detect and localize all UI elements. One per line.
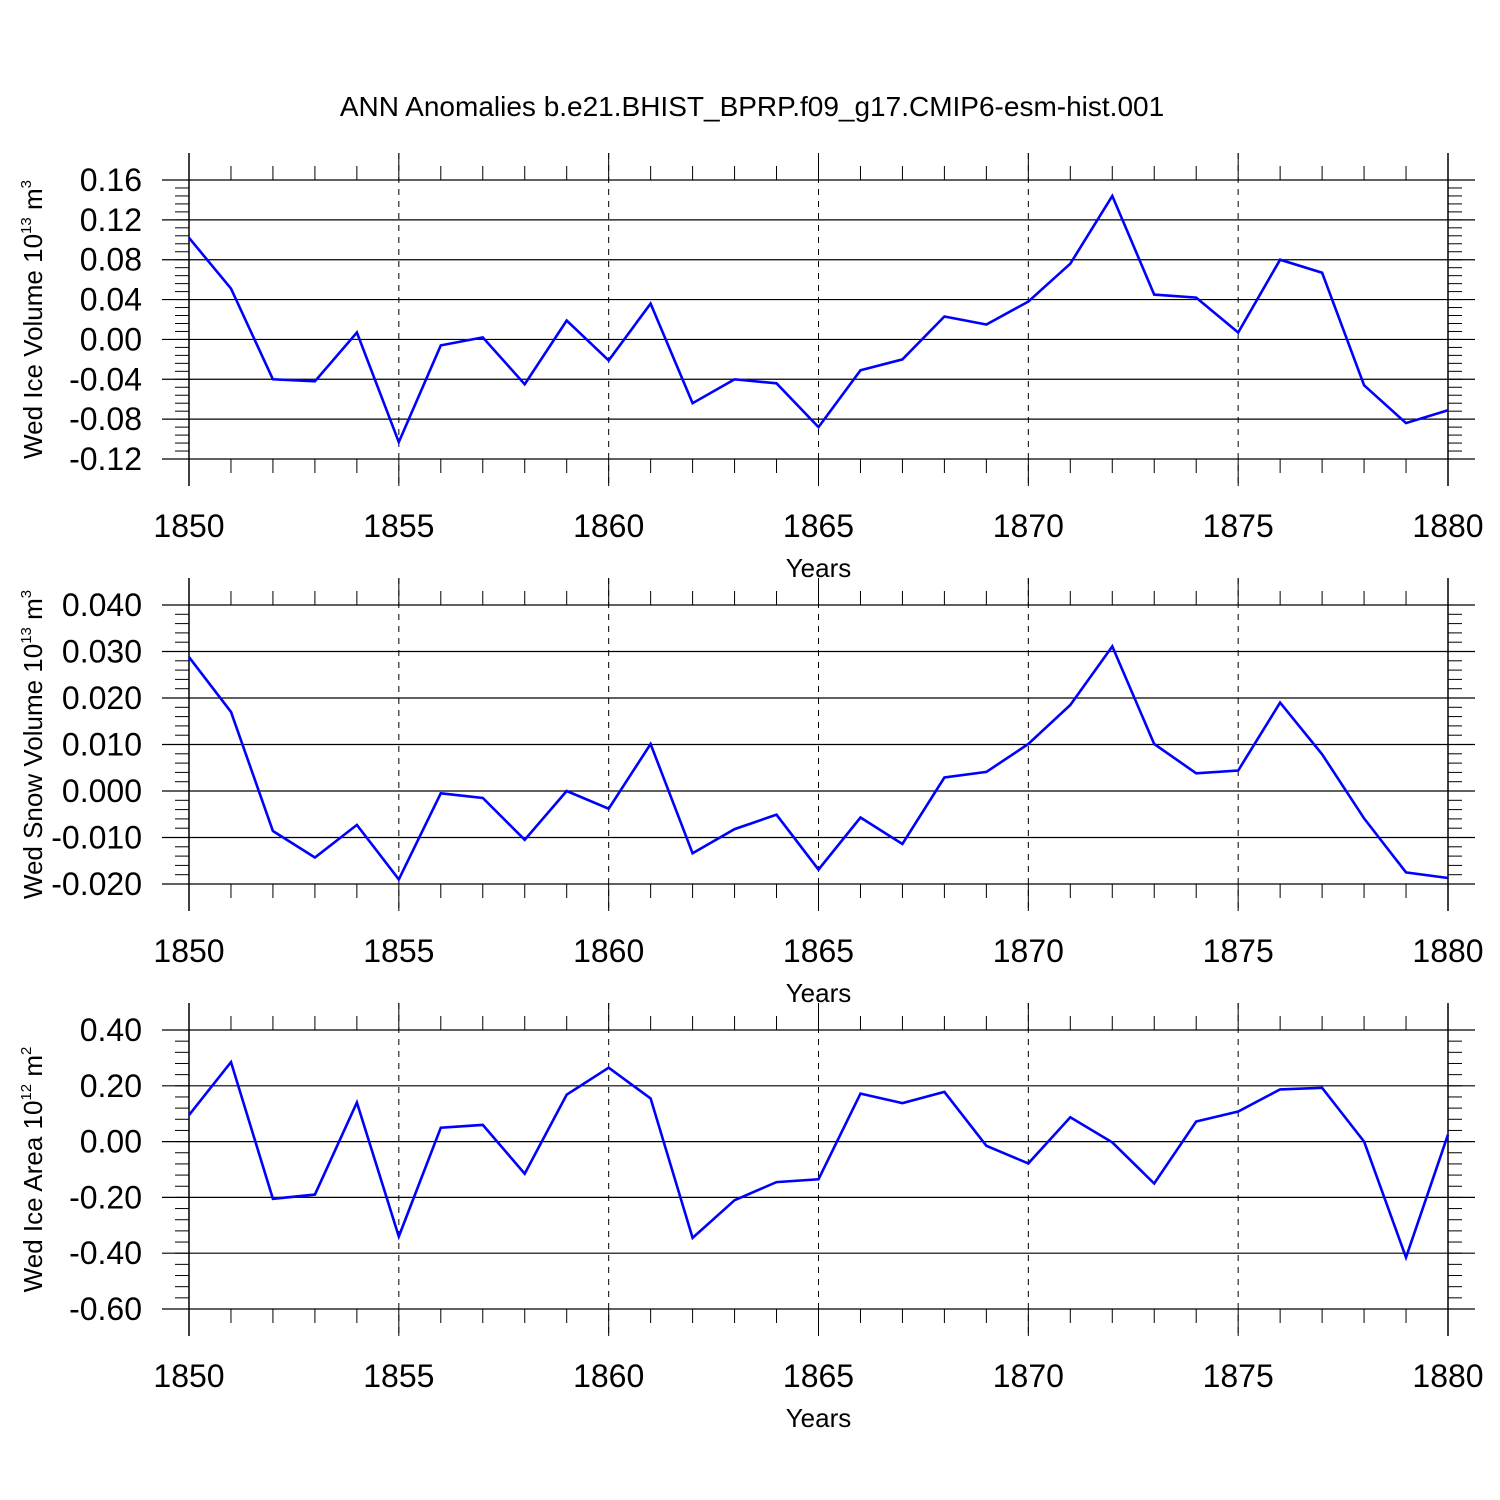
y-tick-label: 0.020 [62, 680, 142, 716]
x-tick-label: 1880 [1412, 933, 1483, 969]
x-tick-label: 1860 [573, 933, 644, 969]
y-tick-label: -0.010 [51, 820, 142, 856]
y-axis-label: Wed Ice Volume 1013 m3 [18, 180, 48, 459]
chart-title: ANN Anomalies b.e21.BHIST_BPRP.f09_g17.C… [340, 91, 1164, 122]
x-tick-label: 1865 [783, 508, 854, 544]
panel-3: 0.40 0.20 0.00 -0.20 -0.40 -0.60 1850 1855 1860 1… [18, 1003, 1484, 1433]
y-tick-label: 0.40 [80, 1012, 142, 1048]
panel-2: 0.040 0.030 0.020 0.010 0.000 -0.010 -0.020 185… [18, 578, 1484, 1008]
y-tick-label: -0.20 [69, 1179, 142, 1215]
x-tick-label: 1855 [363, 933, 434, 969]
x-tick-label: 1865 [783, 1358, 854, 1394]
y-tick-label: 0.040 [62, 587, 142, 623]
y-tick-label: 0.00 [80, 321, 142, 357]
y-tick-label: -0.60 [69, 1291, 142, 1327]
x-tick-label: 1860 [573, 1358, 644, 1394]
y-tick-label: 0.00 [80, 1124, 142, 1160]
series-line [187, 643, 1449, 882]
x-tick-label: 1860 [573, 508, 644, 544]
series-line [187, 1059, 1450, 1262]
series-line [187, 193, 1449, 446]
x-tick-label: 1870 [993, 933, 1064, 969]
x-tick-label: 1880 [1412, 1358, 1483, 1394]
x-tick-label: 1875 [1203, 508, 1274, 544]
y-tick-label: 0.12 [80, 202, 142, 238]
y-tick-label: 0.030 [62, 634, 142, 670]
y-tick-label: 0.08 [80, 242, 142, 278]
y-tick-label: -0.04 [69, 361, 142, 397]
y-tick-label: -0.020 [51, 866, 142, 902]
y-axis-label: Wed Ice Area 1012 m2 [18, 1047, 48, 1293]
x-tick-label: 1875 [1203, 1358, 1274, 1394]
y-tick-label: -0.08 [69, 401, 142, 437]
y-tick-label: 0.010 [62, 727, 142, 763]
y-tick-label: 0.16 [80, 162, 142, 198]
y-tick-label: 0.000 [62, 773, 142, 809]
x-tick-label: 1875 [1203, 933, 1274, 969]
y-tick-label: -0.40 [69, 1235, 142, 1271]
y-axis-label: Wed Snow Volume 1013 m3 [18, 590, 48, 899]
x-tick-label: 1870 [993, 1358, 1064, 1394]
y-tick-label: -0.12 [69, 441, 142, 477]
x-tick-label: 1855 [363, 508, 434, 544]
y-tick-label: 0.20 [80, 1068, 142, 1104]
x-axis-label: Years [786, 1403, 852, 1433]
x-tick-label: 1850 [153, 508, 224, 544]
x-tick-label: 1850 [153, 1358, 224, 1394]
x-tick-label: 1880 [1412, 508, 1483, 544]
panel-1: 0.16 0.12 0.08 0.040.00 -0.04 -0.08 -0.12 1850 1… [18, 153, 1484, 583]
x-tick-label: 1850 [153, 933, 224, 969]
x-tick-label: 1865 [783, 933, 854, 969]
y-tick-label: 0.04 [80, 282, 142, 318]
x-tick-label: 1855 [363, 1358, 434, 1394]
x-tick-label: 1870 [993, 508, 1064, 544]
